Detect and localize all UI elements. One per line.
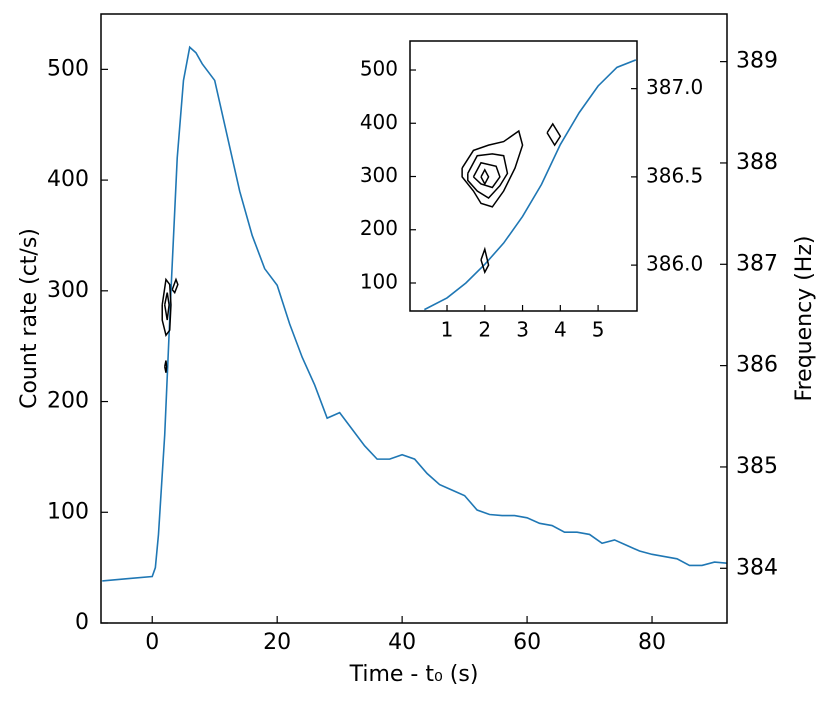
y-tick-label: 400 xyxy=(47,167,89,192)
x-axis-label: Time - t₀ (s) xyxy=(349,662,479,687)
y-tick-label: 100 xyxy=(47,499,89,524)
y2-tick-label: 388 xyxy=(736,150,778,175)
plot-area xyxy=(102,45,727,582)
y-tick-label: 300 xyxy=(47,278,89,303)
y2-tick-label: 386.5 xyxy=(646,163,703,187)
contour xyxy=(546,122,562,147)
y-tick-label: 500 xyxy=(47,56,89,81)
x-tick-label: 4 xyxy=(554,318,567,342)
contour xyxy=(461,129,524,208)
y2-tick-label: 385 xyxy=(736,454,778,479)
contour xyxy=(171,277,179,295)
y2-tick-label: 387.0 xyxy=(646,75,703,99)
y-tick-label: 100 xyxy=(360,269,398,293)
x-tick-label: 20 xyxy=(263,630,291,655)
contour xyxy=(480,246,490,275)
contour xyxy=(161,277,172,337)
x-tick-label: 5 xyxy=(592,318,605,342)
y2-axis-label: Frequency (Hz) xyxy=(792,236,817,402)
y-tick-label: 200 xyxy=(47,389,89,414)
x-tick-label: 1 xyxy=(441,318,454,342)
y-tick-label: 400 xyxy=(360,110,398,134)
x-tick-label: 80 xyxy=(638,630,666,655)
data-line xyxy=(423,59,637,311)
contour xyxy=(467,153,509,200)
y-tick-label: 500 xyxy=(360,57,398,81)
contour xyxy=(163,292,170,321)
y2-tick-label: 389 xyxy=(736,49,778,74)
y2-tick-label: 384 xyxy=(736,555,778,580)
y2-tick-label: 386 xyxy=(736,353,778,378)
data-line xyxy=(102,45,727,582)
y-tick-label: 0 xyxy=(75,610,89,635)
y-tick-label: 200 xyxy=(360,216,398,240)
y-axis-label: Count rate (ct/s) xyxy=(17,228,42,409)
x-tick-label: 40 xyxy=(388,630,416,655)
x-tick-label: 3 xyxy=(516,318,529,342)
x-tick-label: 0 xyxy=(145,630,159,655)
x-tick-label: 2 xyxy=(478,318,491,342)
contour xyxy=(472,161,501,189)
y-tick-label: 300 xyxy=(360,163,398,187)
y2-tick-label: 386.0 xyxy=(646,252,703,276)
x-tick-label: 60 xyxy=(513,630,541,655)
plot-area xyxy=(423,59,637,311)
axes-frame xyxy=(100,13,728,624)
contour xyxy=(163,360,168,373)
contour xyxy=(480,168,490,186)
y2-tick-label: 387 xyxy=(736,251,778,276)
